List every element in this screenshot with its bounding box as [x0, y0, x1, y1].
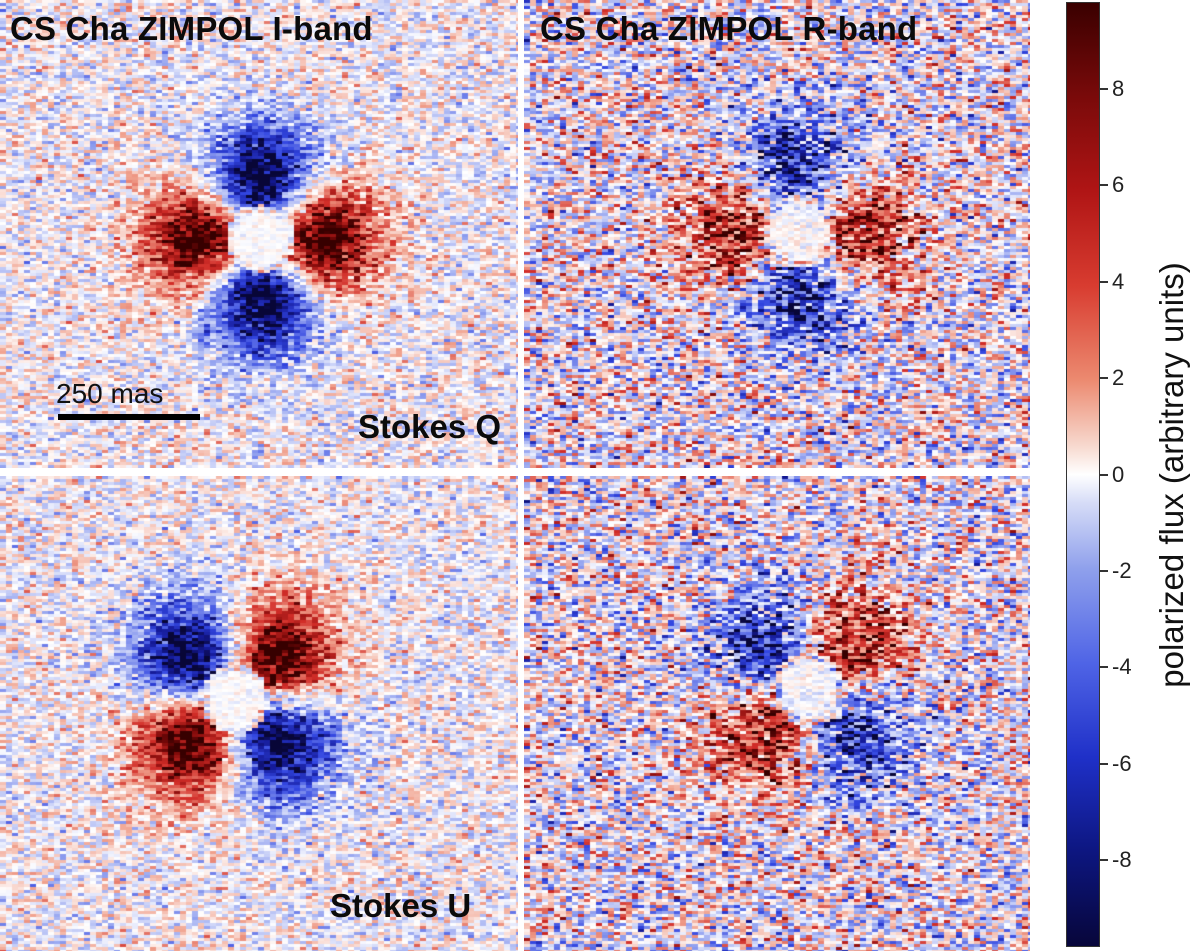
colorbar-tick-label: -6 — [1112, 750, 1132, 776]
colorbar-tick-label: 0 — [1112, 461, 1125, 487]
colorbar-tick-label: 2 — [1112, 365, 1125, 391]
stokes-u-r-band-image — [524, 476, 1030, 951]
colorbar-tick-label: 4 — [1112, 268, 1125, 294]
colorbar-tick-label: 8 — [1112, 75, 1125, 101]
stokes-u-r-band-canvas — [524, 476, 1030, 951]
scale-bar — [58, 414, 200, 420]
stokes-q-r-band-canvas — [524, 0, 1030, 468]
colorbar-tick — [1100, 859, 1108, 862]
colorbar-tick-label: 6 — [1112, 172, 1125, 198]
colorbar-tick-label: -4 — [1112, 654, 1132, 680]
scale-bar-label: 250 mas — [56, 378, 164, 409]
stokes-q-i-band-canvas — [0, 0, 518, 468]
colorbar-tick — [1100, 473, 1108, 476]
colorbar-tick-label: -2 — [1112, 557, 1132, 583]
stokes-q-r-band-image — [524, 0, 1030, 468]
i-band-title: CS Cha ZIMPOL I-band — [10, 10, 373, 47]
colorbar-tick — [1100, 569, 1108, 572]
colorbar-tick — [1100, 280, 1108, 283]
colorbar-container: 8 6 4 2 0 -2 -4 -6 -8 polarized flux (arbitrary … — [1066, 0, 1200, 951]
stokes-q-i-band-image — [0, 0, 518, 468]
colorbar-label: polarized flux (arbitrary units) — [1153, 262, 1190, 688]
stokes-u-label: Stokes U — [330, 887, 472, 924]
colorbar-tick — [1100, 666, 1108, 669]
colorbar-tick — [1100, 87, 1108, 90]
colorbar-tick — [1100, 377, 1108, 380]
r-band-title: CS Cha ZIMPOL R-band — [540, 10, 918, 47]
stokes-u-i-band-image — [0, 476, 518, 951]
stokes-u-i-band-canvas — [0, 476, 518, 951]
colorbar-tick — [1100, 184, 1108, 187]
colorbar-tick-label: -8 — [1112, 847, 1132, 873]
colorbar — [1066, 2, 1100, 947]
stokes-q-label: Stokes Q — [358, 408, 502, 445]
colorbar-tick — [1100, 762, 1108, 765]
